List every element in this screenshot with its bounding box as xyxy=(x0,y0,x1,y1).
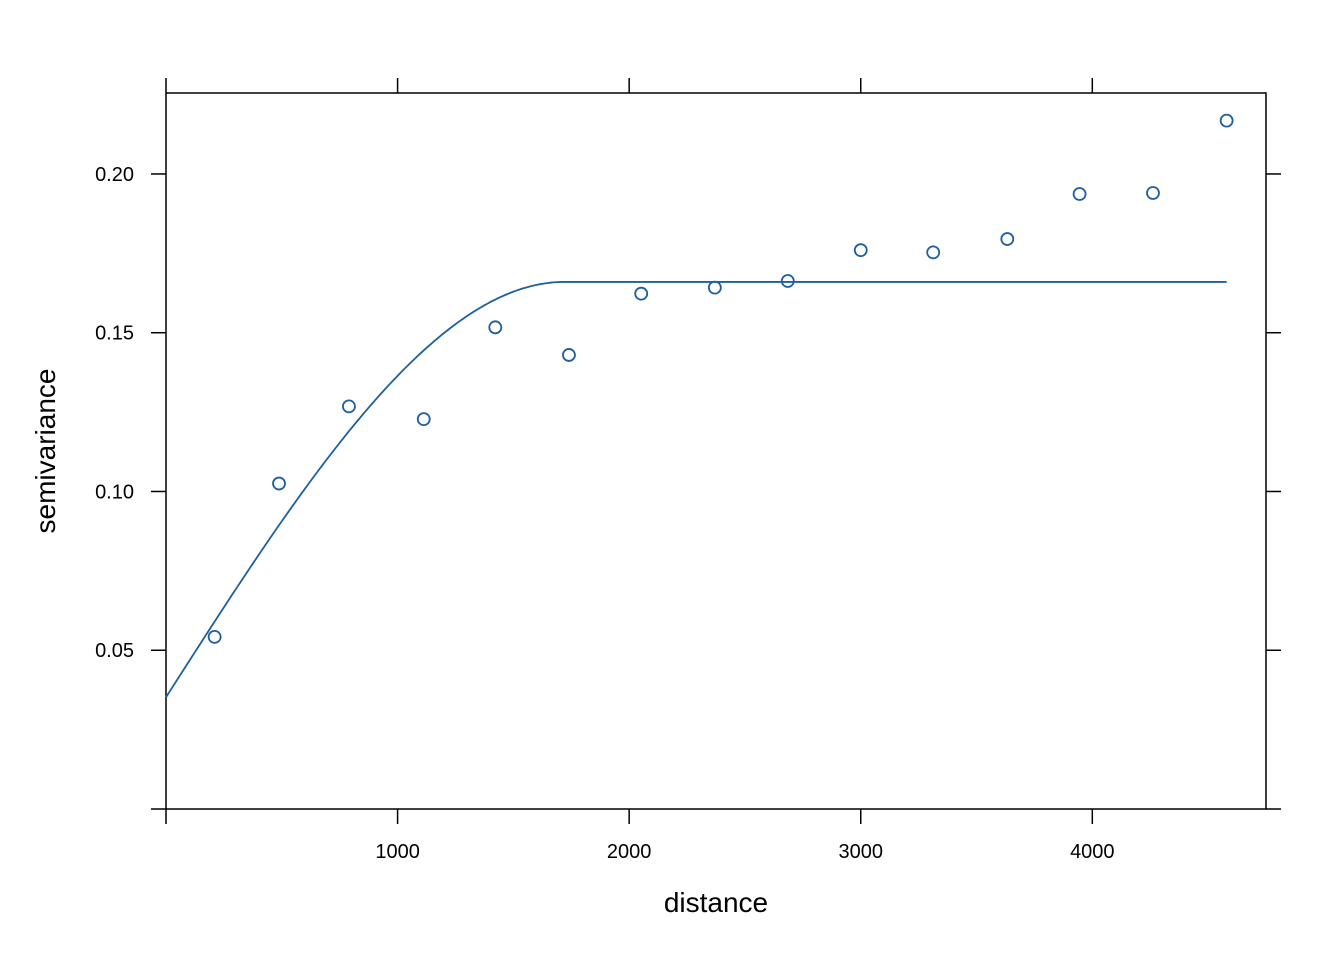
data-point xyxy=(853,243,868,258)
data-points xyxy=(207,113,1234,644)
data-point xyxy=(707,280,722,295)
x-tick-label: 2000 xyxy=(607,841,652,863)
x-tick-label: 4000 xyxy=(1070,841,1115,863)
data-point xyxy=(416,412,431,426)
data-point xyxy=(1072,187,1087,201)
y-tick-label: 0.20 xyxy=(95,164,134,186)
axis-tick-labels: 1000 2000 3000 4000 0.05 0.10 0.15 0.20 xyxy=(95,164,1115,863)
data-point xyxy=(1219,113,1234,128)
x-tick-label: 3000 xyxy=(838,841,883,863)
data-point xyxy=(1146,186,1160,200)
data-point xyxy=(926,245,941,260)
plot-frame xyxy=(165,92,1267,810)
data-point xyxy=(1000,232,1015,246)
y-tick-label: 0.15 xyxy=(95,323,134,345)
fitted-model-curve xyxy=(165,281,1227,698)
y-tick-label: 0.05 xyxy=(95,640,134,662)
data-point xyxy=(780,274,795,288)
data-point xyxy=(488,320,503,335)
x-axis-label: distance xyxy=(664,887,768,918)
y-axis-label: semivariance xyxy=(30,369,61,534)
data-point xyxy=(207,630,222,644)
data-point xyxy=(634,286,649,301)
x-tick-label: 1000 xyxy=(375,841,420,863)
axis-ticks xyxy=(151,78,1281,824)
data-point xyxy=(562,348,576,362)
y-tick-label: 0.10 xyxy=(95,481,134,503)
data-point xyxy=(272,476,286,491)
data-point xyxy=(342,399,356,414)
